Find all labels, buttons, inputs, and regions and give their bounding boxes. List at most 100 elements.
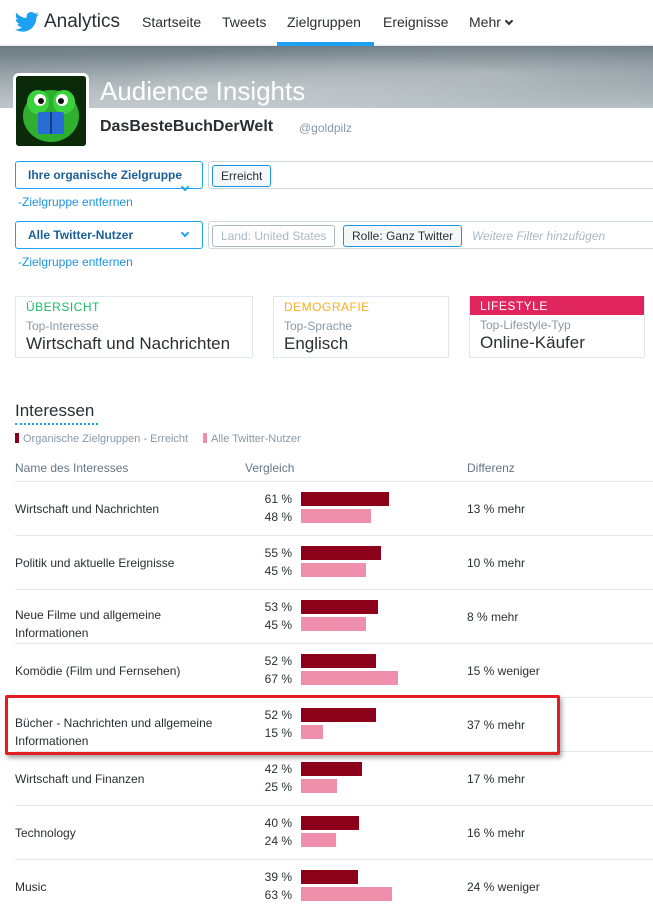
difference-value: 8 % mehr (467, 610, 519, 624)
filter-chip-erreicht[interactable]: Erreicht (212, 165, 272, 187)
nav-zielgruppen[interactable]: Zielgruppen (287, 14, 361, 30)
card-value: Englisch (284, 334, 349, 353)
page-title: Audience Insights (100, 76, 306, 106)
comparison-select[interactable]: Alle Twitter-Nutzer (15, 221, 203, 249)
org-bar (301, 816, 359, 830)
card-value: Wirtschaft und Nachrichten (26, 334, 231, 353)
all-percent: 48 % (264, 510, 292, 524)
org-bar (301, 708, 376, 722)
org-bar (301, 492, 389, 506)
add-filter-input[interactable]: Weitere Filter hinzufügen (472, 229, 606, 243)
interest-name: Komödie (Film und Fernsehen) (15, 664, 181, 678)
all-percent: 24 % (264, 834, 292, 848)
row-divider (15, 535, 653, 536)
difference-value: 16 % mehr (467, 826, 526, 840)
table-row[interactable]: Bücher - Nachrichten und allgemeine Info… (0, 698, 653, 752)
remove-audience-link[interactable]: -Zielgruppe entfernen (18, 195, 133, 209)
org-bar (301, 654, 376, 668)
org-percent: 52 % (264, 654, 292, 668)
nav-startseite[interactable]: Startseite (142, 14, 202, 30)
header-background (0, 108, 653, 150)
all-bar (301, 617, 366, 631)
audience-select[interactable]: Ihre organische Zielgruppe (15, 161, 203, 192)
row-divider (15, 589, 653, 590)
remove-comparison-link[interactable]: -Zielgruppe entfernen (18, 255, 133, 269)
avatar-image (16, 76, 86, 146)
chevron-down-icon (180, 182, 190, 192)
nav-mehr[interactable]: Mehr (469, 14, 514, 30)
org-percent: 55 % (264, 546, 292, 560)
header-divider (15, 481, 653, 482)
brand-title[interactable]: Analytics (44, 11, 121, 32)
card-label: LIFESTYLE (480, 299, 548, 313)
table-row[interactable]: Wirtschaft und Nachrichten 61 % 48 % 13 % m… (0, 482, 653, 536)
column-header-compare[interactable]: Vergleich (245, 461, 295, 475)
twitter-bird-icon[interactable] (15, 12, 39, 32)
table-row[interactable]: Politik und aktuelle Ereignisse 55 % 45 % 1… (0, 536, 653, 590)
difference-value: 37 % mehr (467, 718, 526, 732)
card-label: DEMOGRAFIE (284, 300, 370, 314)
interest-name: Wirtschaft und Nachrichten (15, 502, 160, 516)
table-row[interactable]: Technology 40 % 24 % 16 % mehr (0, 806, 653, 860)
table-row[interactable]: Wirtschaft und Finanzen 42 % 25 % 17 % mehr (0, 752, 653, 806)
card-uebersicht[interactable]: ÜBERSICHT Top-Interesse Wirtschaft und N… (15, 296, 253, 358)
legend-org-label: Organische Zielgruppen - Erreicht (23, 433, 189, 445)
legend-all-label: Alle Twitter-Nutzer (211, 433, 301, 445)
legend-swatch (203, 433, 207, 443)
table-row[interactable]: Music 39 % 63 % 24 % weniger (0, 860, 653, 913)
avatar[interactable] (13, 73, 89, 149)
interest-name: Politik und aktuelle Ereignisse (15, 556, 175, 570)
top-navigation: Analytics Startseite Tweets Zielgruppen … (0, 0, 653, 46)
nav-ereignisse[interactable]: Ereignisse (383, 14, 449, 30)
table-row[interactable]: Komödie (Film und Fernsehen) 52 % 67 % 15 %… (0, 644, 653, 698)
active-card-indicator (470, 296, 644, 315)
row-divider (15, 643, 653, 644)
card-subtitle: Top-Interesse (26, 319, 99, 333)
interest-name: Music (15, 880, 47, 894)
all-percent: 63 % (264, 888, 292, 902)
filter-chip-rolle[interactable]: Rolle: Ganz Twitter (343, 225, 463, 247)
interest-name: Bücher - Nachrichten und allgemeine Info… (15, 716, 213, 748)
all-percent: 15 % (264, 726, 292, 740)
org-percent: 42 % (264, 762, 292, 776)
column-header-diff[interactable]: Differenz (467, 461, 515, 475)
card-lifestyle[interactable]: LIFESTYLE Top-Lifestyle-Typ Online-Käufe… (469, 296, 645, 358)
comparison-select-label: Alle Twitter-Nutzer (28, 228, 134, 242)
audience-filter-bar[interactable]: Erreicht (208, 161, 653, 189)
card-demografie[interactable]: DEMOGRAFIE Top-Sprache Englisch (273, 296, 449, 358)
difference-value: 24 % weniger (467, 880, 540, 894)
all-bar (301, 671, 398, 685)
account-name: DasBesteBuchDerWelt (100, 118, 274, 135)
nav-mehr-label: Mehr (469, 14, 501, 30)
filter-chip-land[interactable]: Land: United States (212, 225, 336, 247)
column-header-name[interactable]: Name des Interesses (15, 461, 129, 475)
all-bar (301, 887, 392, 901)
org-percent: 39 % (264, 870, 292, 884)
org-percent: 52 % (264, 708, 292, 722)
all-bar (301, 725, 323, 739)
nav-tweets[interactable]: Tweets (222, 14, 267, 30)
account-handle: @goldpilz (299, 121, 352, 135)
org-bar (301, 600, 378, 614)
legend-all: Alle Twitter-Nutzer (203, 432, 301, 445)
org-bar (301, 870, 358, 884)
active-tab-indicator (277, 42, 374, 46)
difference-value: 10 % mehr (467, 556, 526, 570)
comparison-filter-bar[interactable]: Land: United States Rolle: Ganz Twitter … (208, 221, 653, 249)
card-subtitle: Top-Lifestyle-Typ (480, 318, 571, 332)
all-percent: 67 % (264, 672, 292, 686)
card-subtitle: Top-Sprache (284, 319, 353, 333)
org-bar (301, 762, 362, 776)
section-title: Interessen (15, 401, 95, 420)
chevron-down-icon (504, 16, 514, 26)
section-title-underline (15, 423, 98, 425)
interest-name: Neue Filme und allgemeine Informationen (15, 608, 162, 640)
table-row[interactable]: Neue Filme und allgemeine Informationen 5… (0, 590, 653, 644)
interest-name: Technology (15, 826, 76, 840)
highlight-box (5, 695, 560, 755)
all-bar (301, 509, 371, 523)
org-percent: 61 % (264, 492, 292, 506)
difference-value: 17 % mehr (467, 772, 526, 786)
difference-value: 15 % weniger (467, 664, 540, 678)
org-percent: 40 % (264, 816, 292, 830)
